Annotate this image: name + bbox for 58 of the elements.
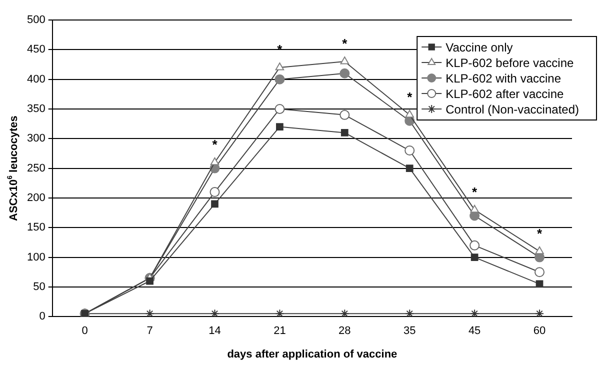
annotation: *	[342, 36, 348, 52]
x-tick-label: 45	[468, 325, 481, 338]
point	[210, 157, 220, 166]
point	[406, 164, 414, 172]
x-tick-label: 0	[82, 325, 88, 338]
point	[340, 110, 350, 120]
y-tick-label: 200	[26, 192, 46, 204]
legend-label: Control (Non-vaccinated)	[446, 102, 580, 116]
point	[536, 280, 544, 288]
point	[340, 56, 350, 64]
y-tick-label: 500	[26, 14, 46, 26]
point	[146, 277, 154, 285]
y-tick-label: 250	[26, 162, 46, 174]
point	[470, 309, 480, 317]
point	[535, 246, 544, 254]
point	[275, 309, 284, 317]
point	[145, 309, 154, 317]
y-tick-label: 0	[39, 310, 46, 323]
x-axis-title: days after application of vaccine	[227, 348, 398, 360]
point	[405, 309, 414, 317]
annotation: *	[407, 89, 414, 104]
x-tick-label: 60	[533, 325, 546, 338]
point	[211, 200, 218, 208]
point	[470, 254, 478, 261]
point	[470, 240, 480, 250]
y-tick-label: 100	[26, 251, 46, 264]
y-tick-label: 400	[26, 73, 46, 86]
point	[274, 104, 285, 114]
legend-label: KLP-602 before vaccine	[446, 56, 574, 70]
point	[274, 74, 285, 84]
point	[210, 309, 220, 317]
legend-label: KLP-602 with vaccine	[446, 71, 562, 86]
x-tick-label: 7	[146, 325, 153, 338]
annotation: *	[536, 226, 543, 241]
point	[535, 309, 544, 317]
point	[276, 123, 284, 130]
y-tick-label: 350	[26, 103, 46, 116]
annotation: *	[212, 136, 218, 152]
legend-label: Vaccine only	[446, 40, 513, 54]
point	[470, 204, 479, 213]
y-tick-label: 50	[33, 280, 46, 293]
legend-label: KLP-602 after vaccine	[446, 86, 564, 101]
point	[340, 129, 348, 136]
x-tick-label: 14	[208, 325, 221, 338]
point	[534, 267, 545, 278]
y-tick-label: 300	[26, 132, 46, 145]
y-tick-label: 450	[26, 44, 46, 56]
point	[340, 68, 350, 78]
x-tick-label: 21	[274, 325, 286, 338]
x-tick-label: 35	[403, 325, 416, 338]
annotation: *	[472, 184, 478, 200]
y-tick-label: 150	[26, 222, 46, 234]
point	[340, 309, 350, 317]
point	[275, 62, 284, 70]
x-tick-label: 28	[338, 325, 351, 338]
point	[404, 146, 415, 156]
point	[405, 110, 414, 118]
point	[210, 187, 220, 198]
